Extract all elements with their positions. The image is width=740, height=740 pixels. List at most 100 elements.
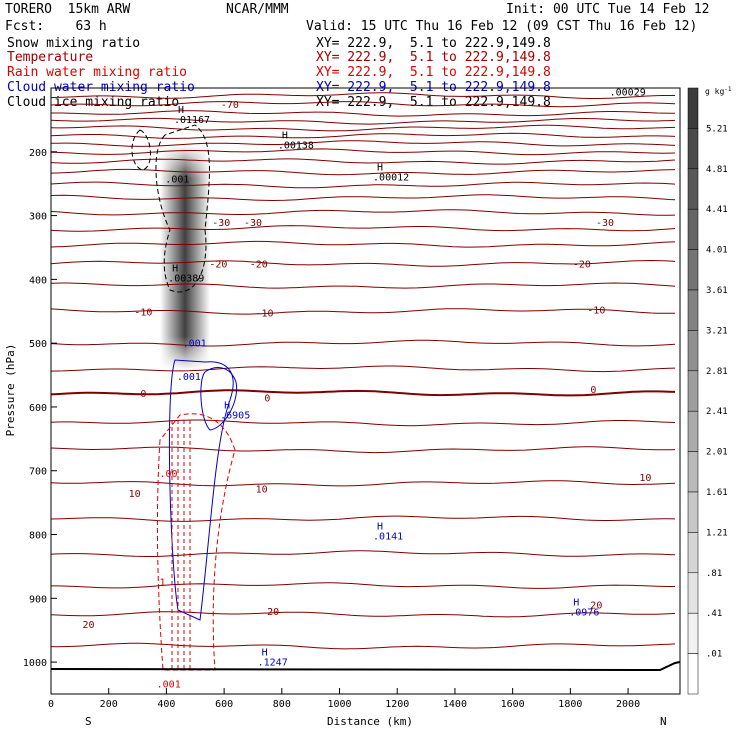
cloud-water-contour-2: [200, 367, 238, 431]
extremum-value-10: .0976: [569, 608, 599, 619]
org-label: NCAR/MMM: [226, 2, 289, 17]
isotherm-label-14: 10: [256, 485, 268, 496]
isotherm-112: [50, 92, 675, 99]
isotherm-label-11: 0: [264, 393, 270, 404]
isotherm-830: [50, 550, 676, 557]
extremum-value-0: .01167: [174, 115, 210, 126]
extremum-value-12: .00: [160, 469, 178, 480]
colorbar-swatch-6: [687, 330, 699, 372]
colorbar-label-9: 1.61: [706, 488, 728, 498]
isotherm-500: [50, 339, 676, 347]
isotherm-152: [50, 117, 676, 125]
isotherm-578: [50, 389, 676, 397]
isotherm-295: [50, 209, 676, 216]
colorbar-swatch-12: [687, 572, 699, 614]
isotherm-label-2: -30: [244, 218, 262, 229]
field-label-temperature: Temperature: [7, 50, 94, 65]
isotherm-140: [51, 110, 676, 117]
isotherm-175: [50, 132, 676, 139]
colorbar-label-7: 2.41: [706, 407, 728, 417]
colorbar-label-11: .81: [706, 569, 722, 579]
isotherm-252: [50, 181, 676, 189]
extremum-marker-1: H: [282, 131, 288, 142]
extremum-marker-4: H: [172, 263, 178, 274]
extremum-marker-0: H: [178, 105, 184, 116]
colorbar-swatch-14: [687, 653, 699, 695]
x-tick-label-10: 2000: [616, 699, 640, 710]
y-tick-label-4: 600: [29, 403, 47, 414]
terrain-line: [50, 661, 681, 672]
colorbar-swatch-13: [687, 612, 699, 654]
x-tick-label-1: 200: [100, 699, 118, 710]
field-xy-temperature: XY= 222.9, 5.1 to 222.9,149.8: [316, 50, 551, 65]
colorbar-units-exp: -1: [724, 86, 732, 93]
isotherm-450: [50, 308, 675, 315]
extremum-marker-9: H: [377, 522, 383, 533]
y-tick-label-1: 300: [29, 212, 47, 223]
colorbar-swatch-7: [687, 370, 699, 412]
forecast-hour: Fcst: 63 h: [5, 19, 107, 34]
colorbar-label-6: 2.81: [706, 367, 728, 377]
isotherm-163: [50, 124, 676, 132]
field-xy-snow: XY= 222.9, 5.1 to 222.9,149.8: [316, 36, 551, 51]
isotherm-215: [50, 158, 676, 165]
y-tick-label-2: 400: [29, 275, 47, 286]
isotherm-667: [50, 446, 676, 454]
snow-shading-layer: [160, 145, 210, 370]
direction-south: S: [85, 715, 92, 728]
contour-labels: -70 -30 -30 -30 -20 -20 -20 -10 -10 -10 0 0 0 10 10 10 2…: [82, 88, 651, 691]
isotherm-label-9: -10: [587, 305, 605, 316]
x-tick-label-5: 1000: [327, 699, 351, 710]
colorbar-label-2: 4.41: [706, 205, 728, 215]
y-tick-label-5: 700: [29, 467, 47, 478]
colorbar-swatch-10: [687, 491, 699, 533]
valid-time: Valid: 15 UTC Thu 16 Feb 12 (09 CST Thu …: [306, 19, 698, 34]
extremum-marker-10: H: [573, 598, 579, 609]
extremum-value-2: .00012: [373, 172, 409, 183]
extremum-value-8: .6905: [220, 410, 250, 421]
colorbar-swatch-11: [687, 532, 699, 574]
colorbar-swatch-9: [687, 451, 699, 493]
extremum-marker-11: H: [262, 647, 268, 658]
isotherm-label-5: -20: [250, 259, 268, 270]
x-tick-label-3: 600: [215, 699, 233, 710]
isotherm-label-4: -20: [209, 259, 227, 270]
isotherm-880: [51, 582, 675, 589]
x-tick-label-0: 0: [48, 699, 54, 710]
init-time: Init: 00 UTC Tue 14 Feb 12: [506, 2, 710, 17]
x-tick-label-8: 1600: [501, 699, 525, 710]
isotherm-200: [50, 148, 676, 156]
x-tick-label-6: 1200: [385, 699, 409, 710]
colorbar-label-4: 3.61: [706, 286, 728, 296]
isotherm-125: [50, 101, 676, 108]
colorbar-label-5: 3.21: [706, 326, 728, 336]
extremum-marker-8: H: [224, 400, 230, 411]
isotherm-320: [50, 225, 676, 232]
colorbar-label-3: 4.01: [706, 246, 728, 256]
extremum-value-14: .001: [157, 680, 181, 691]
colorbar-swatch-3: [687, 208, 699, 250]
isotherm-label-7: -10: [134, 307, 152, 318]
isotherm-345: [50, 240, 676, 248]
colorbar-label-13: .01: [706, 650, 722, 660]
colorbar-label-0: 5.21: [706, 124, 728, 134]
extremum-value-7: .001: [177, 372, 201, 383]
rain-water-core: [171, 420, 191, 670]
colorbar-label-8: 2.01: [706, 448, 728, 458]
y-tick-label-6: 800: [29, 531, 47, 542]
isotherm-775: [50, 515, 676, 522]
isotherm-720: [50, 480, 676, 487]
colorbar-swatch-0: [687, 87, 699, 129]
y-tick-label-7: 900: [29, 594, 47, 605]
isotherm-label-3: -30: [596, 218, 614, 229]
isotherm-975: [50, 642, 676, 650]
x-axis-label: Distance (km): [327, 715, 413, 728]
isotherm-label-16: 20: [82, 620, 94, 631]
y-tick-label-0: 200: [29, 148, 47, 159]
y-tick-label-8: 1000: [23, 658, 47, 669]
cloud-ice-contour-2: [131, 129, 151, 171]
y-axis-label: Pressure (hPa): [4, 344, 17, 437]
colorbar-label-1: 4.81: [706, 165, 728, 175]
x-tick-label-2: 400: [157, 699, 175, 710]
